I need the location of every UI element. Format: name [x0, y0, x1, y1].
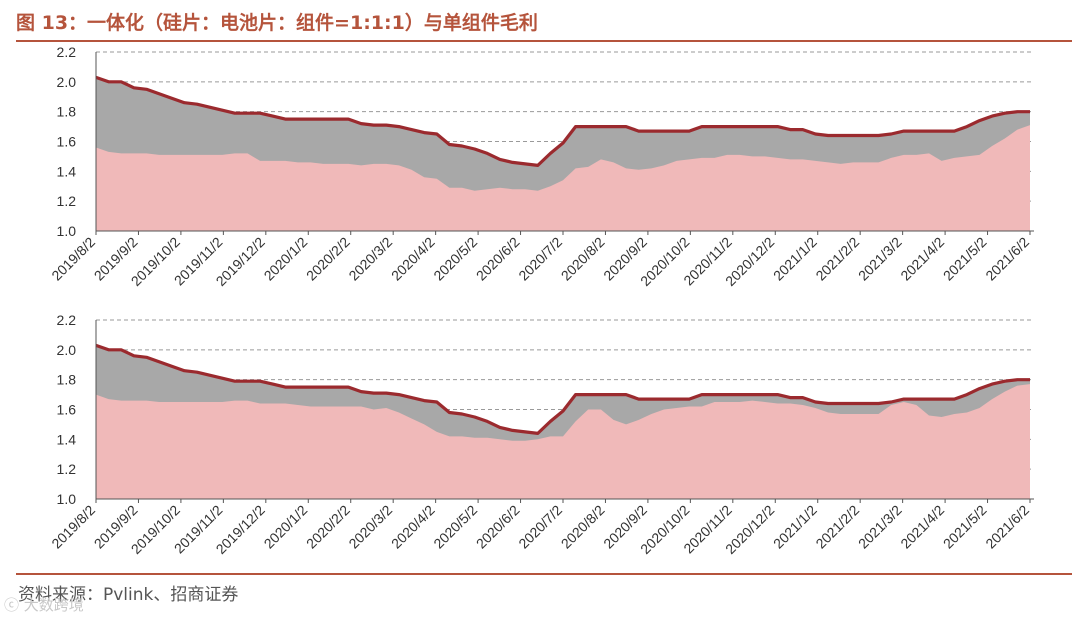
y-tick-label: 2.2 — [57, 312, 77, 328]
pink-area-series — [96, 125, 1030, 231]
x-tick-label: 2020/4/2 — [388, 502, 438, 552]
x-tick-label: 2020/6/2 — [473, 234, 523, 284]
chart-top: 1.0 1.2 1.4 1.6 1.8 2.0 2.2 2019/8/2 2019/9/2 201… — [0, 40, 1080, 302]
x-tick-label: 2020/3/2 — [345, 502, 395, 552]
chart-bottom: 1.0 1.2 1.4 1.6 1.8 2.0 2.2 2019/8/2 2019/9/2 201… — [0, 308, 1080, 570]
x-tick-label: 2020/5/2 — [430, 502, 480, 552]
x-tick-label: 2021/5/2 — [940, 234, 990, 284]
y-tick-label: 1.2 — [57, 461, 77, 477]
x-tick-label: 2021/2/2 — [812, 502, 862, 552]
x-tick-label: 2020/2/2 — [303, 234, 353, 284]
x-tick-label: 2019/8/2 — [48, 502, 98, 552]
x-tick-label: 2020/1/2 — [261, 234, 311, 284]
y-tick-label: 1.2 — [57, 193, 77, 209]
x-tick-label: 2021/2/2 — [812, 234, 862, 284]
x-tick-label: 2021/4/2 — [897, 502, 947, 552]
x-tick-label: 2020/4/2 — [388, 234, 438, 284]
x-tick-label: 2020/8/2 — [558, 502, 608, 552]
x-tick-label: 2021/3/2 — [855, 502, 905, 552]
x-tick-label: 2021/4/2 — [897, 234, 947, 284]
figure-title: 图 13：一体化（硅片：电池片：组件=1:1:1）与单组件毛利 — [16, 12, 538, 34]
y-tick-label: 1.4 — [57, 431, 77, 447]
x-tick-label: 2020/1/2 — [261, 502, 311, 552]
x-tick-label: 2020/6/2 — [473, 502, 523, 552]
y-tick-label: 1.8 — [57, 104, 77, 120]
integrated-line-series — [95, 343, 1030, 435]
chart-top-svg: 1.01.21.41.61.82.02.22019/8/22019/9/2201… — [48, 44, 1034, 289]
y-tick-label: 2.0 — [57, 74, 77, 90]
x-tick-label: 2020/7/2 — [515, 234, 565, 284]
x-tick-label: 2021/5/2 — [940, 502, 990, 552]
integrated-line-series — [95, 75, 1030, 167]
x-tick-label: 2021/6/2 — [982, 502, 1032, 552]
x-tick-label: 2021/6/2 — [982, 234, 1032, 284]
x-tick-label: 2020/7/2 — [515, 502, 565, 552]
source-divider — [16, 573, 1072, 575]
y-tick-label: 1.8 — [57, 372, 77, 388]
y-tick-label: 2.2 — [57, 44, 77, 60]
x-tick-label: 2021/1/2 — [770, 502, 820, 552]
x-tick-label: 2019/8/2 — [48, 234, 98, 284]
x-tick-label: 2021/1/2 — [770, 234, 820, 284]
chart-bottom-svg: 1.01.21.41.61.82.02.22019/8/22019/9/2201… — [48, 312, 1034, 557]
x-tick-label: 2021/3/2 — [855, 234, 905, 284]
source-note: 资料来源：Pvlink、招商证券 — [18, 585, 239, 605]
x-tick-label: 2020/2/2 — [303, 502, 353, 552]
y-tick-label: 1.6 — [57, 402, 77, 418]
y-tick-label: 1.0 — [57, 491, 77, 507]
x-tick-label: 2020/5/2 — [430, 234, 480, 284]
figure-header: 图 13：一体化（硅片：电池片：组件=1:1:1）与单组件毛利 — [16, 8, 1072, 42]
x-tick-label: 2020/3/2 — [345, 234, 395, 284]
y-tick-label: 1.0 — [57, 223, 77, 239]
y-tick-label: 1.4 — [57, 163, 77, 179]
y-tick-label: 2.0 — [57, 342, 77, 358]
x-tick-label: 2020/8/2 — [558, 234, 608, 284]
watermark: ⓒ 大数跨境 — [4, 596, 84, 614]
pink-area-series — [96, 384, 1030, 499]
y-tick-label: 1.6 — [57, 134, 77, 150]
